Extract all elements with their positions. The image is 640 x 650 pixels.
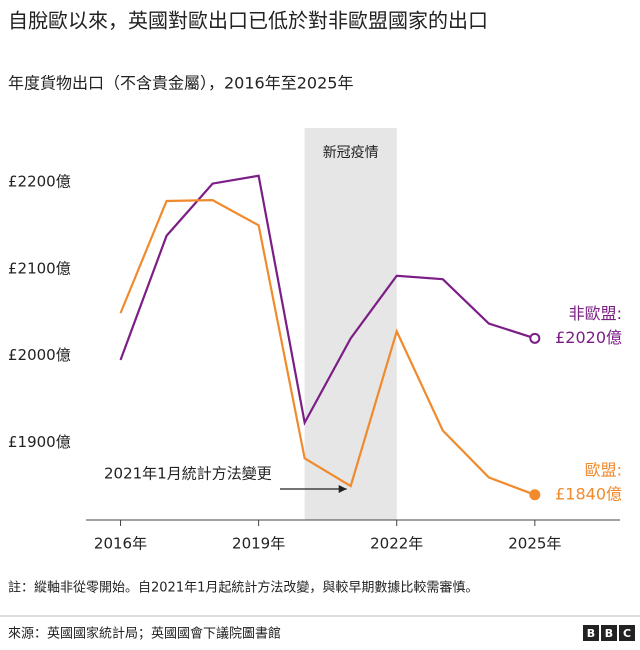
- source: 來源：英國國家統計局；英國國會下議院圖書館: [8, 626, 281, 642]
- logo-box: [601, 625, 617, 641]
- value-label: £2020億: [555, 328, 622, 347]
- x-tick-label: 2016年: [94, 535, 147, 553]
- x-tick-label: 2019年: [232, 535, 285, 553]
- y-tick-label: £1900億: [8, 433, 71, 451]
- annotation: 2021年1月統計方法變更: [104, 465, 272, 483]
- logo-letter: B: [605, 627, 613, 640]
- y-tick-label: £2100億: [8, 259, 71, 277]
- legend-label: 非歐盟:: [569, 304, 622, 323]
- value-label: £1840億: [555, 484, 622, 503]
- y-tick-label: £2200億: [8, 172, 71, 190]
- covid-shade: [304, 128, 397, 520]
- note: 註：縱軸非從零開始。自2021年1月起統計方法改變，與較早期數據比較需審慎。: [8, 580, 478, 596]
- logo-box: [619, 625, 635, 641]
- series-line: [119, 174, 536, 426]
- logo-letter: B: [587, 627, 595, 640]
- x-tick-label: 2022年: [370, 535, 423, 553]
- chart-subtitle: 年度貨物出口（不含貴金屬），2016年至2025年: [8, 74, 353, 93]
- end-marker: [529, 489, 541, 501]
- x-tick-label: 2025年: [508, 535, 561, 553]
- y-tick-label: £2000億: [8, 346, 71, 364]
- end-marker: [529, 332, 541, 344]
- logo-letter: C: [623, 627, 631, 640]
- legend-label: 歐盟:: [585, 460, 622, 479]
- arrow-head: [338, 485, 347, 493]
- logo-box: [583, 625, 599, 641]
- series-line: [119, 198, 536, 496]
- chart-title: 自脫歐以來，英國對歐出口已低於對非歐盟國家的出口: [8, 9, 488, 33]
- shade-label: 新冠疫情: [323, 145, 379, 161]
